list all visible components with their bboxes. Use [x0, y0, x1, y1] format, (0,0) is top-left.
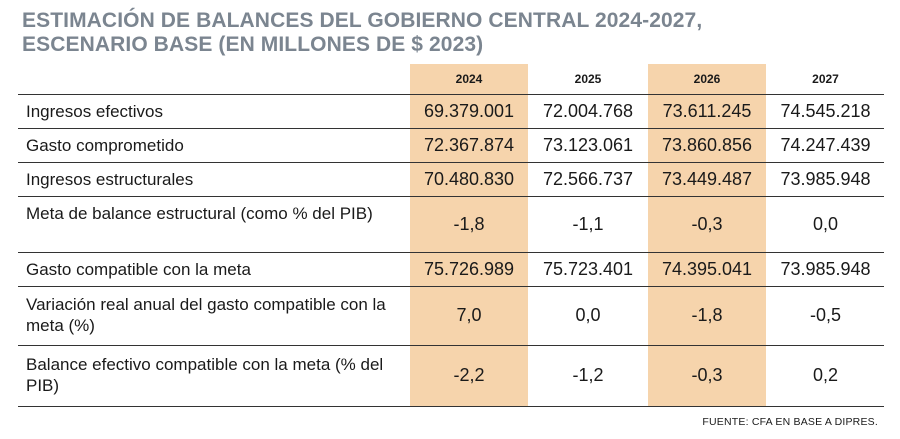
row-label: Gasto compatible con la meta — [26, 260, 251, 279]
title-line-2: ESCENARIO BASE (EN MILLONES DE $ 2023) — [22, 33, 484, 56]
cell-2024: -2,2 — [453, 365, 485, 385]
cell-2024: 7,0 — [456, 305, 482, 325]
cell-2027: 0,2 — [812, 365, 839, 385]
table-row: Ingresos efectivos 69.379.001 72.004.768… — [18, 94, 884, 129]
table-row: Gasto compatible con la meta 75.726.989 … — [18, 252, 884, 287]
cell-2025: 0,0 — [575, 305, 601, 325]
table-row: Meta de balance estructural (como % del … — [18, 196, 884, 253]
cell-2027: 74.545.218 — [780, 101, 871, 121]
cell-2024: 72.367.874 — [423, 135, 515, 155]
balance-table: 2024 2025 2026 2027 Ingresos efectivos 6… — [18, 64, 884, 407]
cell-2024: -1,8 — [453, 214, 485, 234]
cell-2026: 73.611.245 — [662, 101, 752, 121]
row-label: Ingresos efectivos — [26, 102, 164, 121]
table-row: Balance efectivo compatible con la meta … — [18, 345, 884, 406]
cell-2026: 74.395.041 — [661, 259, 753, 279]
cell-2027: 73.985.948 — [780, 169, 871, 189]
cell-2026: -0,3 — [691, 214, 723, 234]
cell-2027: 74.247.439 — [780, 135, 871, 155]
row-label: Meta de balance estructural (como % del … — [26, 204, 373, 223]
table-title: ESTIMACIÓN DE BALANCES DEL GOBIERNO CENT… — [22, 9, 882, 57]
header-row: 2024 2025 2026 2027 — [18, 64, 884, 94]
table-row: Gasto comprometido 72.367.874 73.123.061… — [18, 128, 884, 163]
cell-2025: 75.723.401 — [542, 259, 634, 279]
table-row: Variación real anual del gasto compatibl… — [18, 286, 884, 346]
column-header-2024: 2024 — [455, 72, 483, 86]
cell-2026: -1,8 — [691, 305, 723, 325]
cell-2024: 69.379.001 — [423, 101, 515, 121]
cell-2026: 73.449.487 — [661, 169, 753, 189]
table-row: Ingresos estructurales 70.480.830 72.566… — [18, 162, 884, 197]
cell-2026: 73.860.856 — [661, 135, 753, 155]
highlight-column-2024 — [410, 64, 528, 406]
cell-2026: -0,3 — [691, 365, 723, 385]
cell-2027: -0,5 — [809, 305, 842, 325]
cell-2025: -1,1 — [572, 214, 604, 234]
highlight-column-2026 — [648, 64, 766, 406]
column-header-2025: 2025 — [574, 72, 602, 86]
row-label: Gasto comprometido — [26, 136, 184, 155]
cell-2024: 75.726.989 — [423, 259, 515, 279]
cell-2025: 73.123.061 — [542, 135, 634, 155]
table-bottom-rule — [18, 406, 884, 407]
cell-2025: -1,2 — [572, 365, 604, 385]
cell-2024: 70.480.830 — [423, 169, 515, 189]
title-line-1: ESTIMACIÓN DE BALANCES DEL GOBIERNO CENT… — [22, 9, 703, 32]
row-label: Variación real anual del gasto compatibl… — [26, 295, 386, 335]
cell-2027: 73.985.948 — [780, 259, 871, 279]
row-label: Ingresos estructurales — [26, 170, 194, 189]
cell-2025: 72.566.737 — [542, 169, 634, 189]
column-header-2027: 2027 — [812, 72, 839, 86]
column-header-2026: 2026 — [693, 72, 721, 86]
source-note: FUENTE: CFA EN BASE A DIPRES. — [702, 416, 878, 428]
row-label: Balance efectivo compatible con la meta … — [26, 355, 384, 395]
cell-2025: 72.004.768 — [542, 101, 634, 121]
cell-2027: 0,0 — [812, 214, 839, 234]
